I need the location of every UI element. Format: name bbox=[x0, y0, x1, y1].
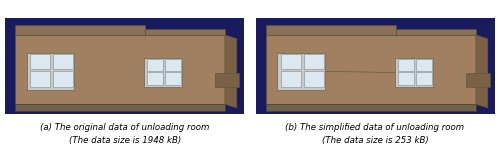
FancyBboxPatch shape bbox=[146, 59, 163, 71]
FancyBboxPatch shape bbox=[282, 72, 302, 87]
FancyBboxPatch shape bbox=[398, 59, 413, 71]
FancyBboxPatch shape bbox=[416, 72, 432, 85]
FancyBboxPatch shape bbox=[165, 59, 181, 71]
FancyBboxPatch shape bbox=[165, 72, 181, 85]
FancyBboxPatch shape bbox=[14, 104, 225, 111]
Text: (The data size is 1948 kB): (The data size is 1948 kB) bbox=[69, 136, 181, 145]
FancyBboxPatch shape bbox=[266, 104, 476, 111]
FancyBboxPatch shape bbox=[30, 54, 50, 69]
FancyBboxPatch shape bbox=[5, 18, 244, 114]
FancyBboxPatch shape bbox=[266, 35, 476, 104]
Text: (b) The simplified data of unloading room: (b) The simplified data of unloading roo… bbox=[286, 122, 465, 132]
FancyBboxPatch shape bbox=[266, 25, 396, 35]
FancyBboxPatch shape bbox=[30, 72, 50, 87]
FancyBboxPatch shape bbox=[144, 58, 182, 87]
FancyBboxPatch shape bbox=[278, 53, 326, 90]
Polygon shape bbox=[476, 35, 488, 108]
FancyBboxPatch shape bbox=[26, 53, 74, 90]
FancyBboxPatch shape bbox=[14, 35, 225, 104]
FancyBboxPatch shape bbox=[416, 59, 432, 71]
FancyBboxPatch shape bbox=[216, 73, 239, 87]
FancyBboxPatch shape bbox=[256, 18, 495, 114]
FancyBboxPatch shape bbox=[396, 29, 476, 35]
FancyBboxPatch shape bbox=[304, 72, 324, 87]
Text: (a) The original data of unloading room: (a) The original data of unloading room bbox=[40, 122, 209, 132]
FancyBboxPatch shape bbox=[54, 54, 74, 69]
FancyBboxPatch shape bbox=[466, 73, 490, 87]
FancyBboxPatch shape bbox=[398, 72, 413, 85]
FancyBboxPatch shape bbox=[14, 25, 145, 35]
FancyBboxPatch shape bbox=[282, 54, 302, 69]
FancyBboxPatch shape bbox=[54, 72, 74, 87]
Text: (The data size is 253 kB): (The data size is 253 kB) bbox=[322, 136, 428, 145]
FancyBboxPatch shape bbox=[145, 29, 225, 35]
FancyBboxPatch shape bbox=[394, 58, 433, 87]
FancyBboxPatch shape bbox=[146, 72, 163, 85]
FancyBboxPatch shape bbox=[304, 54, 324, 69]
Polygon shape bbox=[225, 35, 237, 108]
